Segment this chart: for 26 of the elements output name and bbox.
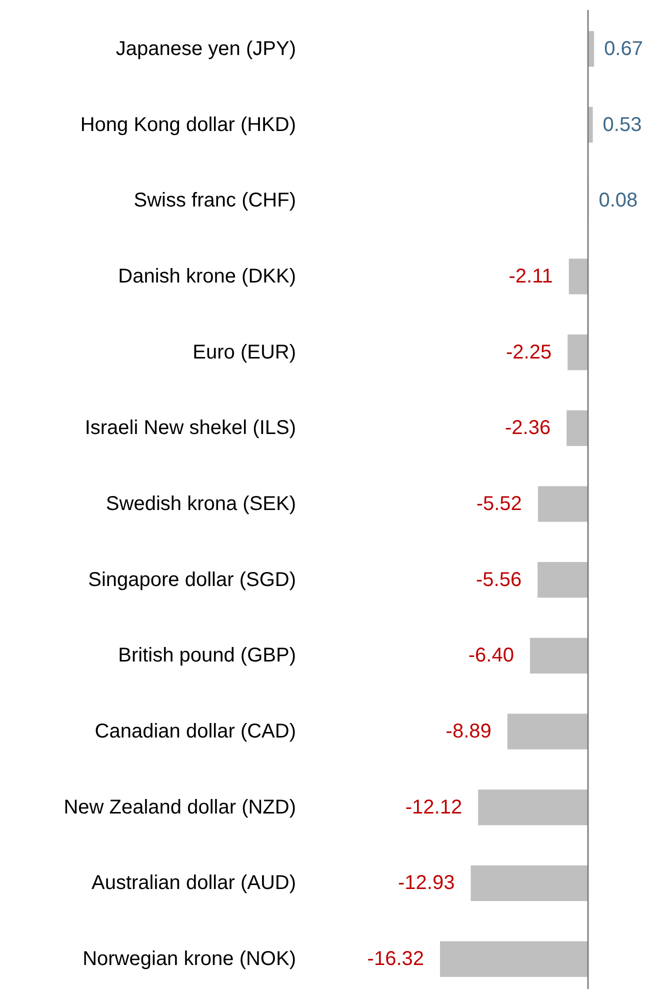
data-label: -16.32: [367, 948, 424, 970]
data-label: -6.40: [468, 644, 514, 667]
data-label: -5.56: [476, 568, 522, 591]
y-tick-label: Australian dollar (AUD): [91, 872, 296, 894]
y-tick-label: Norwegian krone (NOK): [82, 948, 296, 970]
y-tick-label: Israeli New shekel (ILS): [84, 417, 296, 440]
data-label: -5.52: [476, 493, 522, 515]
y-tick-label: Swedish krona (SEK): [106, 493, 296, 515]
data-label: 0.53: [602, 114, 642, 136]
y-tick-label: Canadian dollar (CAD): [94, 720, 296, 743]
data-label: 0.08: [598, 190, 638, 212]
y-tick-label: Swiss franc (CHF): [134, 190, 296, 212]
data-label: -2.11: [508, 265, 553, 288]
y-tick-label: Danish krone (DKK): [118, 265, 296, 288]
data-label: -2.25: [506, 341, 552, 364]
y-tick-label: Euro (EUR): [192, 341, 296, 364]
y-tick-label: Hong Kong dollar (HKD): [80, 114, 296, 136]
data-label: 0.67: [604, 38, 644, 60]
data-label: -12.12: [405, 796, 462, 818]
y-tick-label: British pound (GBP): [118, 644, 296, 667]
data-label: -8.89: [446, 720, 492, 743]
y-tick-label: New Zealand dollar (NZD): [64, 796, 296, 818]
data-label: -2.36: [505, 417, 551, 440]
y-tick-label: Japanese yen (JPY): [116, 38, 296, 60]
data-label: -12.93: [398, 872, 455, 894]
y-tick-label: Singapore dollar (SGD): [88, 568, 296, 591]
